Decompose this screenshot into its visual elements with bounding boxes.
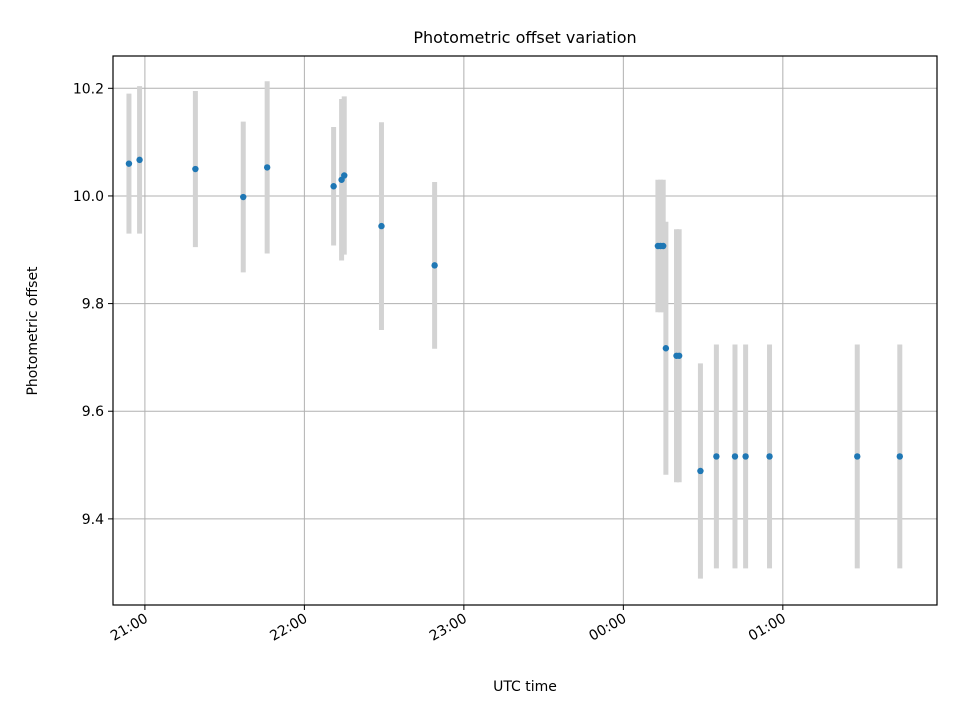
- plot-frame: [112, 55, 938, 606]
- data-point: [896, 453, 903, 460]
- data-point: [341, 172, 348, 179]
- data-point: [330, 183, 337, 190]
- data-point: [240, 193, 247, 201]
- gridlines: [113, 56, 937, 605]
- y-tick-label: 9.6: [82, 404, 104, 420]
- data-point: [431, 262, 438, 269]
- data-point: [662, 345, 670, 352]
- data-point: [263, 164, 271, 171]
- chart-title: Photometric offset variation: [413, 28, 636, 47]
- x-axis-label: UTC time: [493, 679, 557, 695]
- data-point: [136, 156, 143, 164]
- data-point: [766, 453, 773, 460]
- y-tick-label: 9.4: [82, 512, 104, 528]
- data-point: [675, 352, 683, 359]
- y-tick-label: 10.2: [73, 81, 104, 97]
- data-point: [731, 453, 739, 460]
- y-axis-ticks: 9.4 9.6 9.8 10.0 10.2: [73, 81, 113, 528]
- data-point: [660, 242, 667, 250]
- data-point: [192, 165, 199, 173]
- data-point: [854, 453, 861, 460]
- data-point: [378, 222, 385, 230]
- data-point: [125, 160, 133, 167]
- data-points: [125, 156, 903, 475]
- y-tick-label: 10.0: [73, 189, 104, 205]
- y-axis-label: Photometric offset: [25, 266, 41, 396]
- data-point: [697, 467, 704, 475]
- data-point: [742, 453, 749, 460]
- y-tick-label: 9.8: [82, 297, 104, 313]
- data-point: [713, 453, 720, 460]
